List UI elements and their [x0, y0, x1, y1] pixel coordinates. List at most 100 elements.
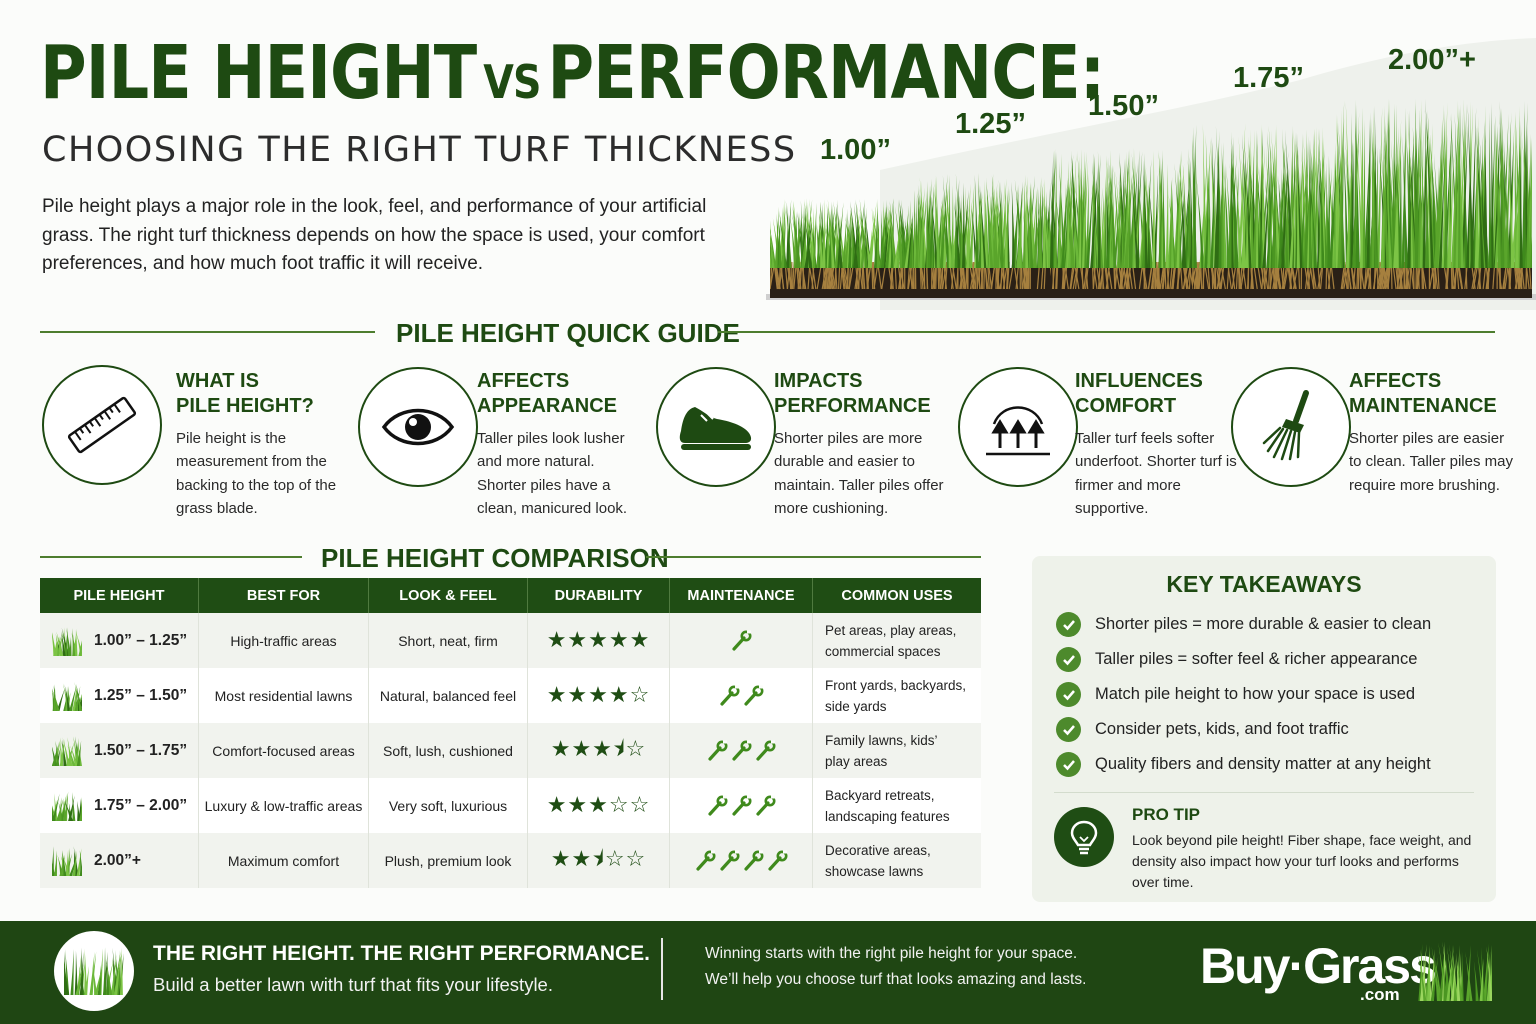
title-part2: PERFORMANCE: [547, 30, 1106, 116]
best-for-cell: Most residential lawns [199, 668, 369, 723]
common-uses-cell: Pet areas, play areas, commercial spaces [825, 622, 957, 659]
turf-sample-5 [1336, 98, 1532, 298]
column-header: MAINTENANCE [670, 578, 813, 613]
pile-height-cell: 2.00”+ [40, 833, 199, 888]
guide-item-body: Taller turf feels softer underfoot. Shor… [1075, 430, 1237, 517]
check-icon [1056, 612, 1081, 637]
maintenance-wrench-icons [670, 723, 813, 778]
guide-item-maintenance: AFFECTS MAINTENANCE Shorter piles are eas… [1349, 369, 1519, 497]
table-body: 1.00” – 1.25” High-traffic areas Short, … [40, 613, 981, 888]
wrench-icon [696, 850, 716, 871]
title-part1: PILE HEIGHT [40, 30, 477, 116]
pile-height-cell: 1.75” – 2.00” [40, 778, 199, 833]
grass-tuft-icon [52, 735, 82, 766]
guide-item-body: Shorter piles are easier to clean. Talle… [1349, 430, 1513, 494]
footer-banner: THE RIGHT HEIGHT. THE RIGHT PERFORMANCE.… [0, 921, 1536, 1024]
comfort-arrows-icon [958, 367, 1078, 487]
takeaway-item: Taller piles = softer feel & richer appe… [1056, 647, 1417, 672]
grass-badge-icon [54, 931, 134, 1011]
column-header: DURABILITY [528, 578, 670, 613]
guide-item-body: Shorter piles are more durable and easie… [774, 430, 944, 517]
broom-icon [1231, 367, 1351, 487]
common-uses-cell: Decorative areas, showcase lawns [825, 842, 931, 879]
column-header: LOOK & FEEL [369, 578, 528, 613]
comparison-table: PILE HEIGHT BEST FOR LOOK & FEEL DURABIL… [40, 578, 981, 888]
sample-label-2: 1.25” [955, 108, 1026, 140]
maintenance-wrench-icons [670, 833, 813, 888]
footer-headline: THE RIGHT HEIGHT. THE RIGHT PERFORMANCE. [153, 942, 651, 965]
check-icon [1056, 682, 1081, 707]
grass-tuft-icon [52, 681, 82, 711]
divider-line [718, 331, 1495, 333]
page-title: PILE HEIGHT VSPERFORMANCE: [40, 30, 1106, 116]
maintenance-wrench-icons [670, 778, 813, 833]
footer-separator [661, 938, 663, 1000]
best-for-cell: Comfort-focused areas [199, 723, 369, 778]
table-header: PILE HEIGHT BEST FOR LOOK & FEEL DURABIL… [40, 578, 981, 613]
logo-wordmark: Buy·Grass [1200, 938, 1437, 994]
common-uses-cell: Front yards, backyards, side yards [825, 677, 967, 714]
table-row: 1.25” – 1.50” Most residential lawns Nat… [40, 668, 981, 723]
table-row: 1.00” – 1.25” High-traffic areas Short, … [40, 613, 981, 668]
ruler-icon [42, 365, 162, 485]
footer-message: Winning starts with the right pile heigh… [705, 945, 1087, 988]
durability-stars: ★★⯨☆☆ [528, 833, 670, 888]
guide-item-body: Pile height is the measurement from the … [176, 430, 337, 517]
check-icon [1056, 717, 1081, 742]
column-header: PILE HEIGHT [40, 578, 199, 613]
wrench-icon [720, 850, 740, 871]
durability-stars: ★★★⯨☆ [528, 723, 670, 778]
common-uses-cell: Family lawns, kids’ play areas [825, 732, 938, 769]
eye-icon [358, 367, 478, 487]
wrench-icon [756, 795, 776, 816]
pro-tip-title: PRO TIP [1132, 805, 1201, 824]
wrench-icon [732, 740, 752, 761]
quick-guide-title: PILE HEIGHT QUICK GUIDE [396, 318, 740, 348]
sample-label-1: 1.00” [820, 134, 891, 166]
key-takeaways-panel: KEY TAKEAWAYS Shorter piles = more durab… [1032, 556, 1496, 902]
grass-tuft-icon [52, 790, 82, 821]
best-for-cell: Maximum comfort [199, 833, 369, 888]
sample-label-3: 1.50” [1088, 90, 1159, 122]
durability-stars: ★★★★☆ [528, 668, 670, 723]
wrench-icon [732, 630, 752, 651]
buygrass-logo[interactable]: Buy·Grass .com [1200, 938, 1437, 1004]
guide-item-comfort: INFLUENCES COMFORT Taller turf feels soft… [1075, 369, 1245, 520]
wrench-icon [768, 850, 788, 871]
divider-line [1054, 792, 1474, 793]
check-icon [1056, 752, 1081, 777]
grass-sample-image [1050, 148, 1192, 298]
wrench-icon [708, 740, 728, 761]
turf-sample-1 [770, 198, 916, 298]
sample-label-5: 2.00”+ [1388, 44, 1476, 76]
wrench-icon [744, 685, 764, 706]
look-feel-cell: Short, neat, firm [369, 613, 528, 668]
maintenance-wrench-icons [670, 613, 813, 668]
page-subtitle: CHOOSING THE RIGHT TURF THICKNESS [42, 130, 797, 170]
look-feel-cell: Soft, lush, cushioned [369, 723, 528, 778]
divider-line [646, 556, 981, 558]
divider-line [40, 556, 302, 558]
pile-height-cell: 1.00” – 1.25” [40, 613, 199, 668]
guide-item-performance: IMPACTS PERFORMANCE Shorter piles are mor… [774, 369, 944, 520]
guide-item-title: IMPACTS PERFORMANCE [774, 370, 931, 417]
pro-tip-body: Look beyond pile height! Fiber shape, fa… [1132, 832, 1472, 890]
best-for-cell: Luxury & low-traffic areas [199, 778, 369, 833]
grass-tuft-icon [52, 845, 82, 876]
turf-sample-2 [914, 173, 1050, 298]
look-feel-cell: Natural, balanced feel [369, 668, 528, 723]
key-takeaways-title: KEY TAKEAWAYS [1166, 571, 1362, 597]
durability-stars: ★★★★★ [528, 613, 670, 668]
turf-sample-4 [1192, 123, 1336, 298]
guide-item-title: AFFECTS MAINTENANCE [1349, 370, 1497, 417]
sample-label-4: 1.75” [1233, 62, 1304, 94]
logo-suffix: .com [1360, 985, 1400, 1004]
takeaway-item: Quality fibers and density matter at any… [1056, 752, 1431, 777]
table-row: 1.75” – 2.00” Luxury & low-traffic areas… [40, 778, 981, 833]
title-vs: VS [483, 55, 541, 109]
wrench-icon [756, 740, 776, 761]
best-for-cell: High-traffic areas [199, 613, 369, 668]
table-row: 1.50” – 1.75” Comfort-focused areas Soft… [40, 723, 981, 778]
grass-sample-image [770, 198, 916, 298]
guide-item-what-is: WHAT IS PILE HEIGHT? Pile height is the m… [176, 369, 346, 520]
